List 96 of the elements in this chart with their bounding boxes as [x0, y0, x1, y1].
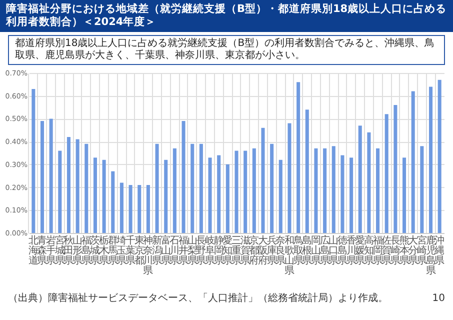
x-tick-label: 岩手県 — [46, 234, 56, 266]
x-tick-label: 三重県 — [232, 236, 242, 266]
bar — [128, 185, 132, 233]
x-tick-label: 滋賀県 — [240, 234, 250, 266]
bar — [420, 146, 424, 233]
x-tick-label: 長崎県 — [390, 236, 400, 266]
bar — [402, 158, 406, 233]
bar — [84, 144, 88, 233]
bar — [164, 160, 168, 233]
bar — [288, 123, 292, 233]
x-tick-label: 愛知県 — [222, 234, 233, 266]
bar — [376, 148, 380, 233]
bar — [49, 118, 53, 233]
bar — [332, 146, 336, 233]
x-tick-label: 高知県 — [364, 234, 374, 266]
x-tick-label: 山口県 — [328, 234, 339, 266]
bar — [244, 150, 248, 233]
x-tick-label: 福岡県 — [372, 234, 383, 266]
bar — [234, 150, 238, 233]
bar — [411, 91, 415, 233]
bar — [394, 105, 398, 233]
bar — [350, 158, 354, 233]
x-tick-label: 秋田県 — [64, 234, 74, 266]
x-tick-label: 岐阜県 — [205, 234, 216, 266]
bar — [138, 185, 142, 233]
x-tick-label: 埼玉県 — [116, 234, 127, 266]
bar — [93, 158, 97, 233]
bar — [32, 89, 36, 233]
chart-subtitle: 都道府県別18歳以上人口に占める就労継続支援（B型）の利用者数割合でみると、沖縄県、鳥取県、鹿児島県が大きく、千葉県、神奈川県、東京都が小さい。 — [8, 35, 445, 65]
bar — [155, 144, 159, 233]
x-tick-label: 岡山県 — [310, 236, 321, 266]
bar — [340, 155, 344, 233]
x-tick-label: 鹿児島県 — [426, 234, 436, 276]
x-tick-label: 青森県 — [37, 234, 48, 266]
bar — [208, 158, 212, 233]
x-tick-label: 山形県 — [72, 234, 83, 266]
bar — [261, 128, 265, 233]
x-tick-label: 福島県 — [81, 234, 92, 266]
bar — [40, 121, 44, 233]
bar — [270, 144, 274, 233]
x-tick-label: 大阪府 — [258, 234, 268, 266]
x-tick-label: 北海道 — [28, 234, 38, 266]
x-tick-label: 大分県 — [408, 234, 418, 266]
bar — [217, 155, 221, 233]
text: （出典）障害福祉サービスデータベース、「人口推計」（総務省統計局）より作成。 — [8, 293, 388, 305]
x-tick-label: 栃木県 — [99, 234, 110, 266]
x-tick-label: 京都府 — [249, 234, 260, 266]
bar — [76, 139, 80, 233]
text: 10 — [432, 293, 445, 305]
x-tick-label: 神奈川県 — [143, 234, 154, 276]
x-tick-label: 和歌山県 — [284, 234, 294, 276]
x-tick-label: 山梨県 — [187, 234, 198, 266]
bar — [367, 132, 371, 233]
x-tick-label: 宮崎県 — [416, 234, 427, 266]
x-tick-label: 広島県 — [320, 234, 330, 266]
x-tick-label: 富山県 — [160, 234, 171, 266]
bar — [58, 150, 62, 233]
bar — [314, 148, 318, 233]
chart-title: 障害福祉分野における地域差（就労継続支援（B型）・都道府県別18歳以上人口に占める利用者数割合）＜2024年度＞ — [0, 0, 453, 32]
x-tick-label: 佐賀県 — [382, 236, 392, 266]
x-tick-label: 石川県 — [170, 236, 180, 266]
x-tick-label: 熊本県 — [399, 234, 410, 266]
bar — [438, 80, 442, 233]
bar — [358, 126, 362, 233]
bar — [190, 144, 194, 233]
bar — [102, 160, 106, 233]
bar — [172, 148, 176, 233]
bar — [146, 185, 150, 233]
x-tick-label: 茨城県 — [89, 234, 100, 266]
bar — [252, 148, 256, 233]
bar — [66, 137, 70, 233]
bar — [384, 114, 388, 233]
bar — [120, 182, 124, 233]
bar — [296, 82, 300, 233]
x-tick-label: 新潟県 — [152, 234, 162, 266]
bar — [278, 160, 282, 233]
x-tick-label: 鳥取県 — [292, 234, 304, 266]
bar — [226, 164, 230, 233]
bar — [182, 121, 186, 233]
x-tick-label: 福井県 — [178, 234, 189, 266]
bar — [111, 171, 115, 233]
bar — [323, 148, 327, 233]
x-tick-label: 愛媛県 — [355, 234, 366, 266]
x-tick-label: 兵庫県 — [266, 234, 277, 266]
x-tick-label: 長野県 — [196, 236, 206, 266]
x-tick-label: 千葉県 — [126, 234, 136, 266]
bar — [305, 110, 309, 233]
x-tick-label: 静岡県 — [214, 234, 224, 266]
bar — [428, 86, 433, 233]
x-tick-label: 徳島県 — [337, 236, 348, 266]
x-tick-label: 香川県 — [346, 234, 356, 266]
x-tick-label: 島根県 — [302, 234, 312, 266]
bar — [199, 144, 203, 233]
x-tick-label: 沖縄県 — [434, 234, 445, 266]
x-tick-label: 奈良県 — [276, 236, 286, 266]
x-tick-label: 東京都 — [134, 234, 144, 266]
